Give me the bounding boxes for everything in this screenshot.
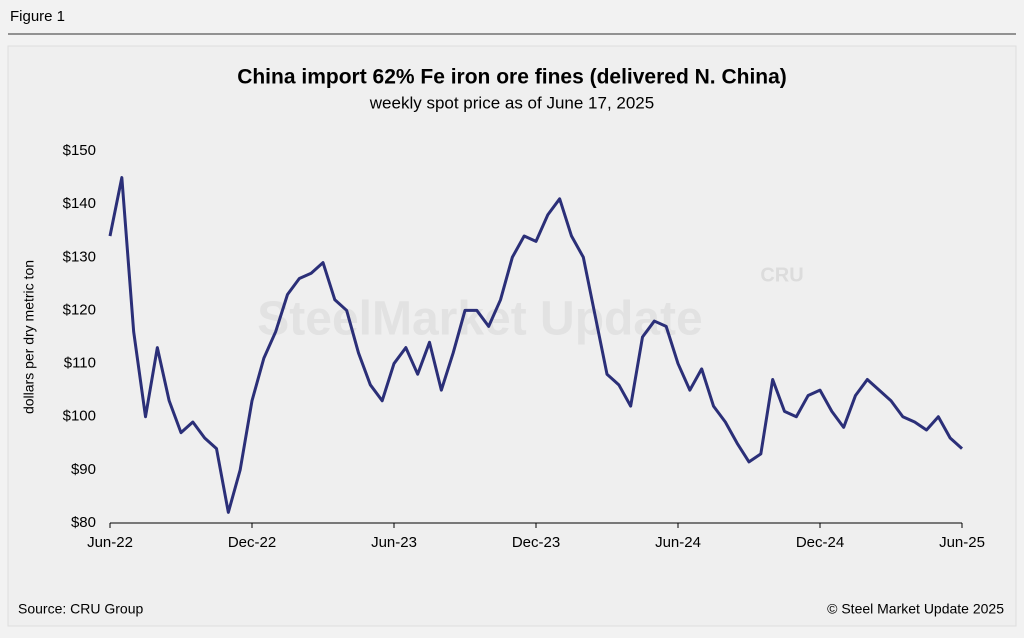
copyright: © Steel Market Update 2025 [827,601,1004,617]
x-tick-label: Jun-22 [87,534,133,551]
chart-frame [7,45,1017,627]
watermark-logo: CRU [760,264,803,286]
y-tick-label: $100 [63,408,96,425]
x-tick-label: Dec-24 [796,534,844,551]
y-axis-label: dollars per dry metric ton [21,260,37,414]
y-tick-label: $90 [71,461,96,478]
y-tick-label: $120 [63,301,96,318]
x-tick-label: Jun-23 [371,534,417,551]
figure-label: Figure 1 [10,8,65,25]
y-tick-label: $80 [71,514,96,531]
source: Source: CRU Group [18,601,143,617]
chart-subtitle: weekly spot price as of June 17, 2025 [369,93,654,112]
y-tick-label: $140 [63,195,96,212]
x-tick-label: Dec-22 [228,534,276,551]
x-tick-label: Dec-23 [512,534,560,551]
y-tick-label: $110 [64,355,96,372]
line-series [108,176,964,514]
x-tick-label: Jun-24 [655,534,701,551]
chart-title: China import 62% Fe iron ore fines (deli… [237,66,787,89]
y-tick-label: $150 [63,142,96,159]
watermark: SteelMarket Update [257,293,702,346]
y-tick-label: $130 [63,248,96,265]
x-tick-label: Jun-25 [939,534,985,551]
